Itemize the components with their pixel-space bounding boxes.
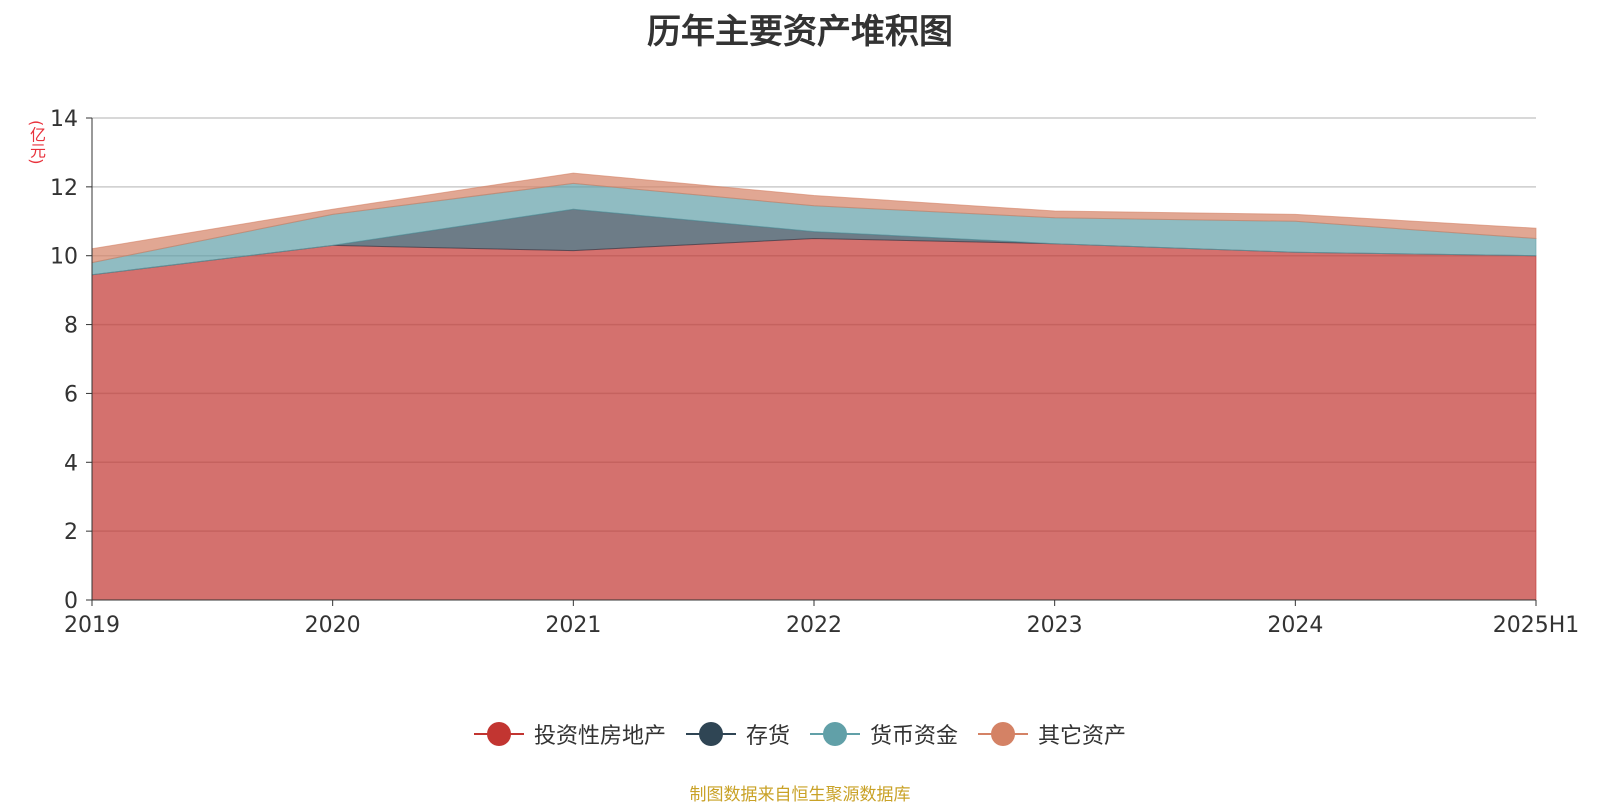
x-tick-label: 2024 xyxy=(1267,613,1323,638)
x-tick-label: 2021 xyxy=(545,613,601,638)
area-series-0 xyxy=(91,237,1537,601)
area-series xyxy=(91,172,1537,601)
legend-label: 投资性房地产 xyxy=(533,724,666,749)
legend-label: 其它资产 xyxy=(1038,724,1127,749)
legend-item-0[interactable]: 投资性房地产 xyxy=(473,718,666,750)
y-tick-label: 8 xyxy=(64,314,78,339)
legend-item-3[interactable]: 其它资产 xyxy=(978,718,1126,750)
x-tick-label: 2020 xyxy=(305,613,361,638)
y-tick-label: 6 xyxy=(64,382,78,407)
legend-label: 存货 xyxy=(745,724,790,749)
y-tick-label: 12 xyxy=(50,176,78,201)
y-tick-label: 2 xyxy=(64,520,78,545)
tick-labels: 0 2 4 6 8 10 12 14 2019 2020 2021 2022 2023 2024 2025H… xyxy=(50,107,1579,638)
y-tick-label: 0 xyxy=(64,589,78,614)
legend-marker xyxy=(685,721,736,747)
legend-marker xyxy=(978,721,1029,747)
chart-legend: 投资性房地产 存货 货币资金 其它资产 xyxy=(0,718,1600,750)
area-series-3 xyxy=(91,172,1537,264)
y-tick-label: 4 xyxy=(64,451,78,476)
legend-item-1[interactable]: 存货 xyxy=(685,718,790,750)
y-axis-unit-label: (亿元) xyxy=(27,120,46,165)
stacked-area-chart: 0 2 4 6 8 10 12 14 2019 2020 2021 2022 2023 2024 2025H… xyxy=(50,107,1579,638)
y-tick-label: 14 xyxy=(50,107,78,132)
legend-marker xyxy=(473,721,524,747)
legend-marker xyxy=(810,721,860,747)
x-tick-label: 2022 xyxy=(786,613,842,638)
x-tick-label: 2019 xyxy=(64,613,120,638)
chart-title: 历年主要资产堆积图 xyxy=(647,12,953,52)
legend-item-2[interactable]: 货币资金 xyxy=(810,718,958,750)
legend-label: 货币资金 xyxy=(870,724,959,749)
source-note: 制图数据来自恒生聚源数据库 xyxy=(689,785,911,805)
x-tick-label: 2023 xyxy=(1027,613,1083,638)
y-tick-label: 10 xyxy=(50,245,78,270)
x-tick-label: 2025H1 xyxy=(1493,613,1580,638)
